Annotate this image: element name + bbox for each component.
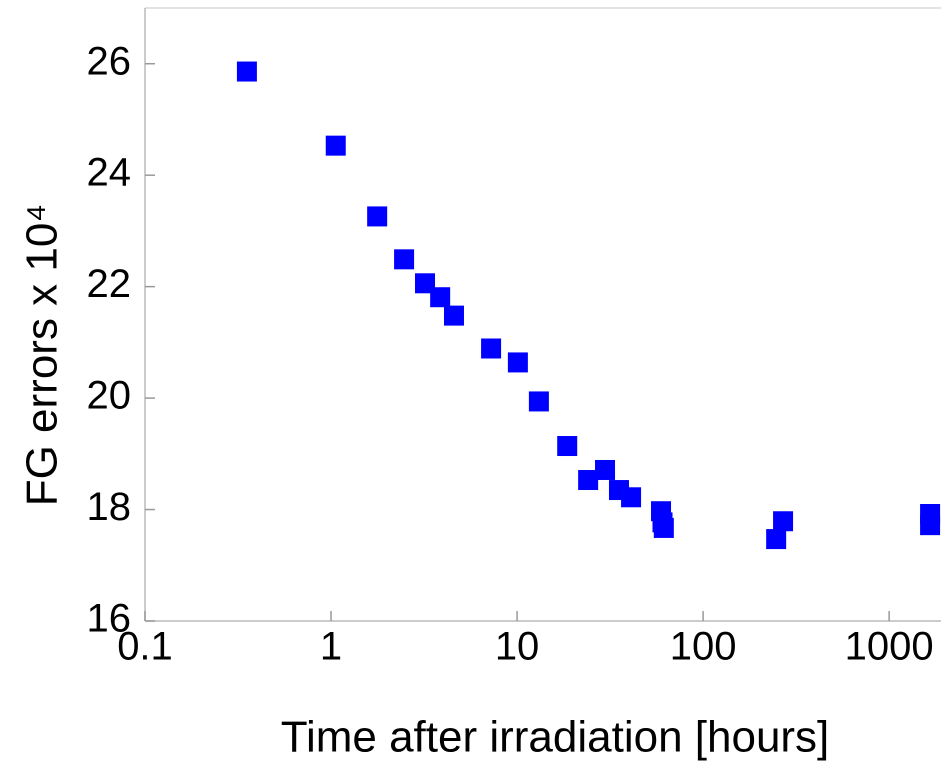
point bbox=[595, 459, 616, 480]
point bbox=[430, 287, 451, 308]
point bbox=[653, 517, 674, 538]
point bbox=[920, 515, 941, 536]
y-tick-label: 22 bbox=[87, 262, 132, 306]
point bbox=[578, 470, 599, 491]
point bbox=[557, 436, 578, 457]
y-tick-label: 24 bbox=[87, 151, 132, 195]
x-axis-title: Time after irradiation [hours] bbox=[281, 713, 830, 762]
point bbox=[367, 206, 388, 227]
point bbox=[507, 352, 528, 373]
x-tick-label: 100 bbox=[670, 625, 737, 669]
x-tick-label: 0.1 bbox=[117, 625, 173, 669]
point bbox=[773, 511, 794, 532]
x-tick-label: 10 bbox=[495, 625, 540, 669]
x-tick-label: 1 bbox=[320, 625, 342, 669]
point bbox=[415, 273, 436, 294]
y-tick-label: 18 bbox=[87, 485, 132, 529]
point bbox=[621, 487, 642, 508]
y-axis-title: FG errors x 10⁴ bbox=[18, 204, 67, 507]
x-tick-label: 1000 bbox=[845, 625, 934, 669]
y-tick-label: 16 bbox=[87, 597, 132, 641]
y-tick-label: 26 bbox=[87, 39, 132, 83]
point bbox=[394, 249, 415, 270]
y-tick-label: 20 bbox=[87, 374, 132, 418]
point bbox=[443, 305, 464, 326]
point bbox=[766, 529, 787, 550]
point bbox=[325, 135, 346, 156]
point bbox=[236, 61, 257, 82]
point bbox=[528, 391, 549, 412]
point bbox=[481, 338, 502, 359]
